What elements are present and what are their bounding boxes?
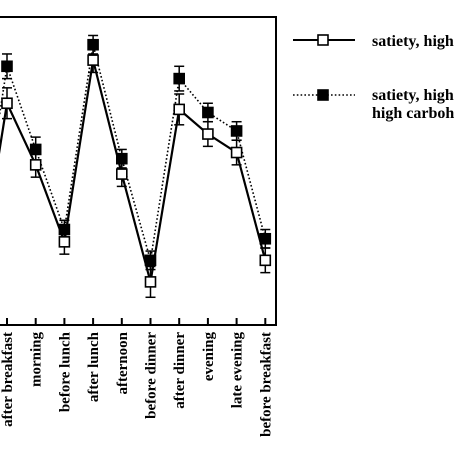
x-tick-label: after dinner (172, 332, 188, 409)
legend-label-line-1: satiety, high (372, 87, 454, 104)
data-point-open (29, 159, 42, 171)
data-point-filled (58, 223, 71, 236)
data-point-open (87, 54, 99, 66)
legend-marker-open (317, 34, 329, 46)
data-point-open (116, 168, 128, 180)
x-tick-label: before breakfast (258, 332, 274, 437)
series-line-solid (0, 59, 267, 283)
x-tick-label: afternoon (115, 331, 131, 394)
x-tick-label: before lunch (57, 331, 73, 412)
legend-marker-filled (317, 89, 329, 101)
data-point-open (1, 97, 13, 110)
data-point-filled (29, 143, 42, 156)
data-point-filled (144, 254, 157, 267)
x-tick-label: late evening (230, 332, 246, 409)
legend-label: satiety, high (372, 33, 454, 50)
data-point-filled (87, 38, 99, 51)
x-tick-label: after lunch (86, 331, 102, 402)
data-point-filled (259, 232, 272, 245)
data-point-open (144, 276, 157, 288)
legend-label-line-2: high carboh (372, 105, 454, 122)
data-point-filled (1, 60, 13, 73)
data-point-open (230, 146, 243, 159)
data-point-filled (230, 125, 243, 137)
data-point-filled (173, 72, 185, 85)
x-tick-label: evening (201, 332, 217, 382)
data-point-filled (116, 152, 128, 165)
data-point-open (259, 254, 272, 267)
data-point-open (58, 236, 71, 248)
data-point-open (173, 103, 185, 116)
plot-frame (0, 16, 277, 326)
x-tick-label: morning (29, 332, 45, 388)
x-tick-label: before dinner (144, 332, 160, 419)
x-tick-label: after breakfast (0, 332, 16, 427)
data-point-filled (202, 106, 214, 119)
data-point-open (202, 128, 214, 140)
legend-item-1: satiety, high (293, 33, 454, 50)
